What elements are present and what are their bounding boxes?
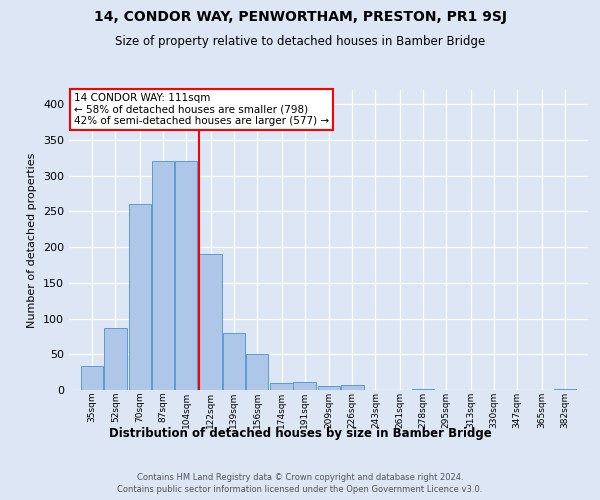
Bar xyxy=(318,386,340,390)
Bar xyxy=(223,333,245,390)
Y-axis label: Number of detached properties: Number of detached properties xyxy=(28,152,37,328)
Bar xyxy=(554,388,576,390)
Bar xyxy=(81,366,103,390)
Bar xyxy=(199,254,222,390)
Bar xyxy=(246,354,268,390)
Bar xyxy=(412,388,434,390)
Bar xyxy=(293,382,316,390)
Text: Size of property relative to detached houses in Bamber Bridge: Size of property relative to detached ho… xyxy=(115,35,485,48)
Bar xyxy=(341,385,364,390)
Text: Contains public sector information licensed under the Open Government Licence v3: Contains public sector information licen… xyxy=(118,485,482,494)
Text: 14 CONDOR WAY: 111sqm
← 58% of detached houses are smaller (798)
42% of semi-det: 14 CONDOR WAY: 111sqm ← 58% of detached … xyxy=(74,93,329,126)
Bar xyxy=(270,383,293,390)
Bar xyxy=(104,328,127,390)
Text: Distribution of detached houses by size in Bamber Bridge: Distribution of detached houses by size … xyxy=(109,428,491,440)
Bar xyxy=(152,162,174,390)
Text: Contains HM Land Registry data © Crown copyright and database right 2024.: Contains HM Land Registry data © Crown c… xyxy=(137,472,463,482)
Text: 14, CONDOR WAY, PENWORTHAM, PRESTON, PR1 9SJ: 14, CONDOR WAY, PENWORTHAM, PRESTON, PR1… xyxy=(94,10,506,24)
Bar xyxy=(128,204,151,390)
Bar xyxy=(175,162,197,390)
